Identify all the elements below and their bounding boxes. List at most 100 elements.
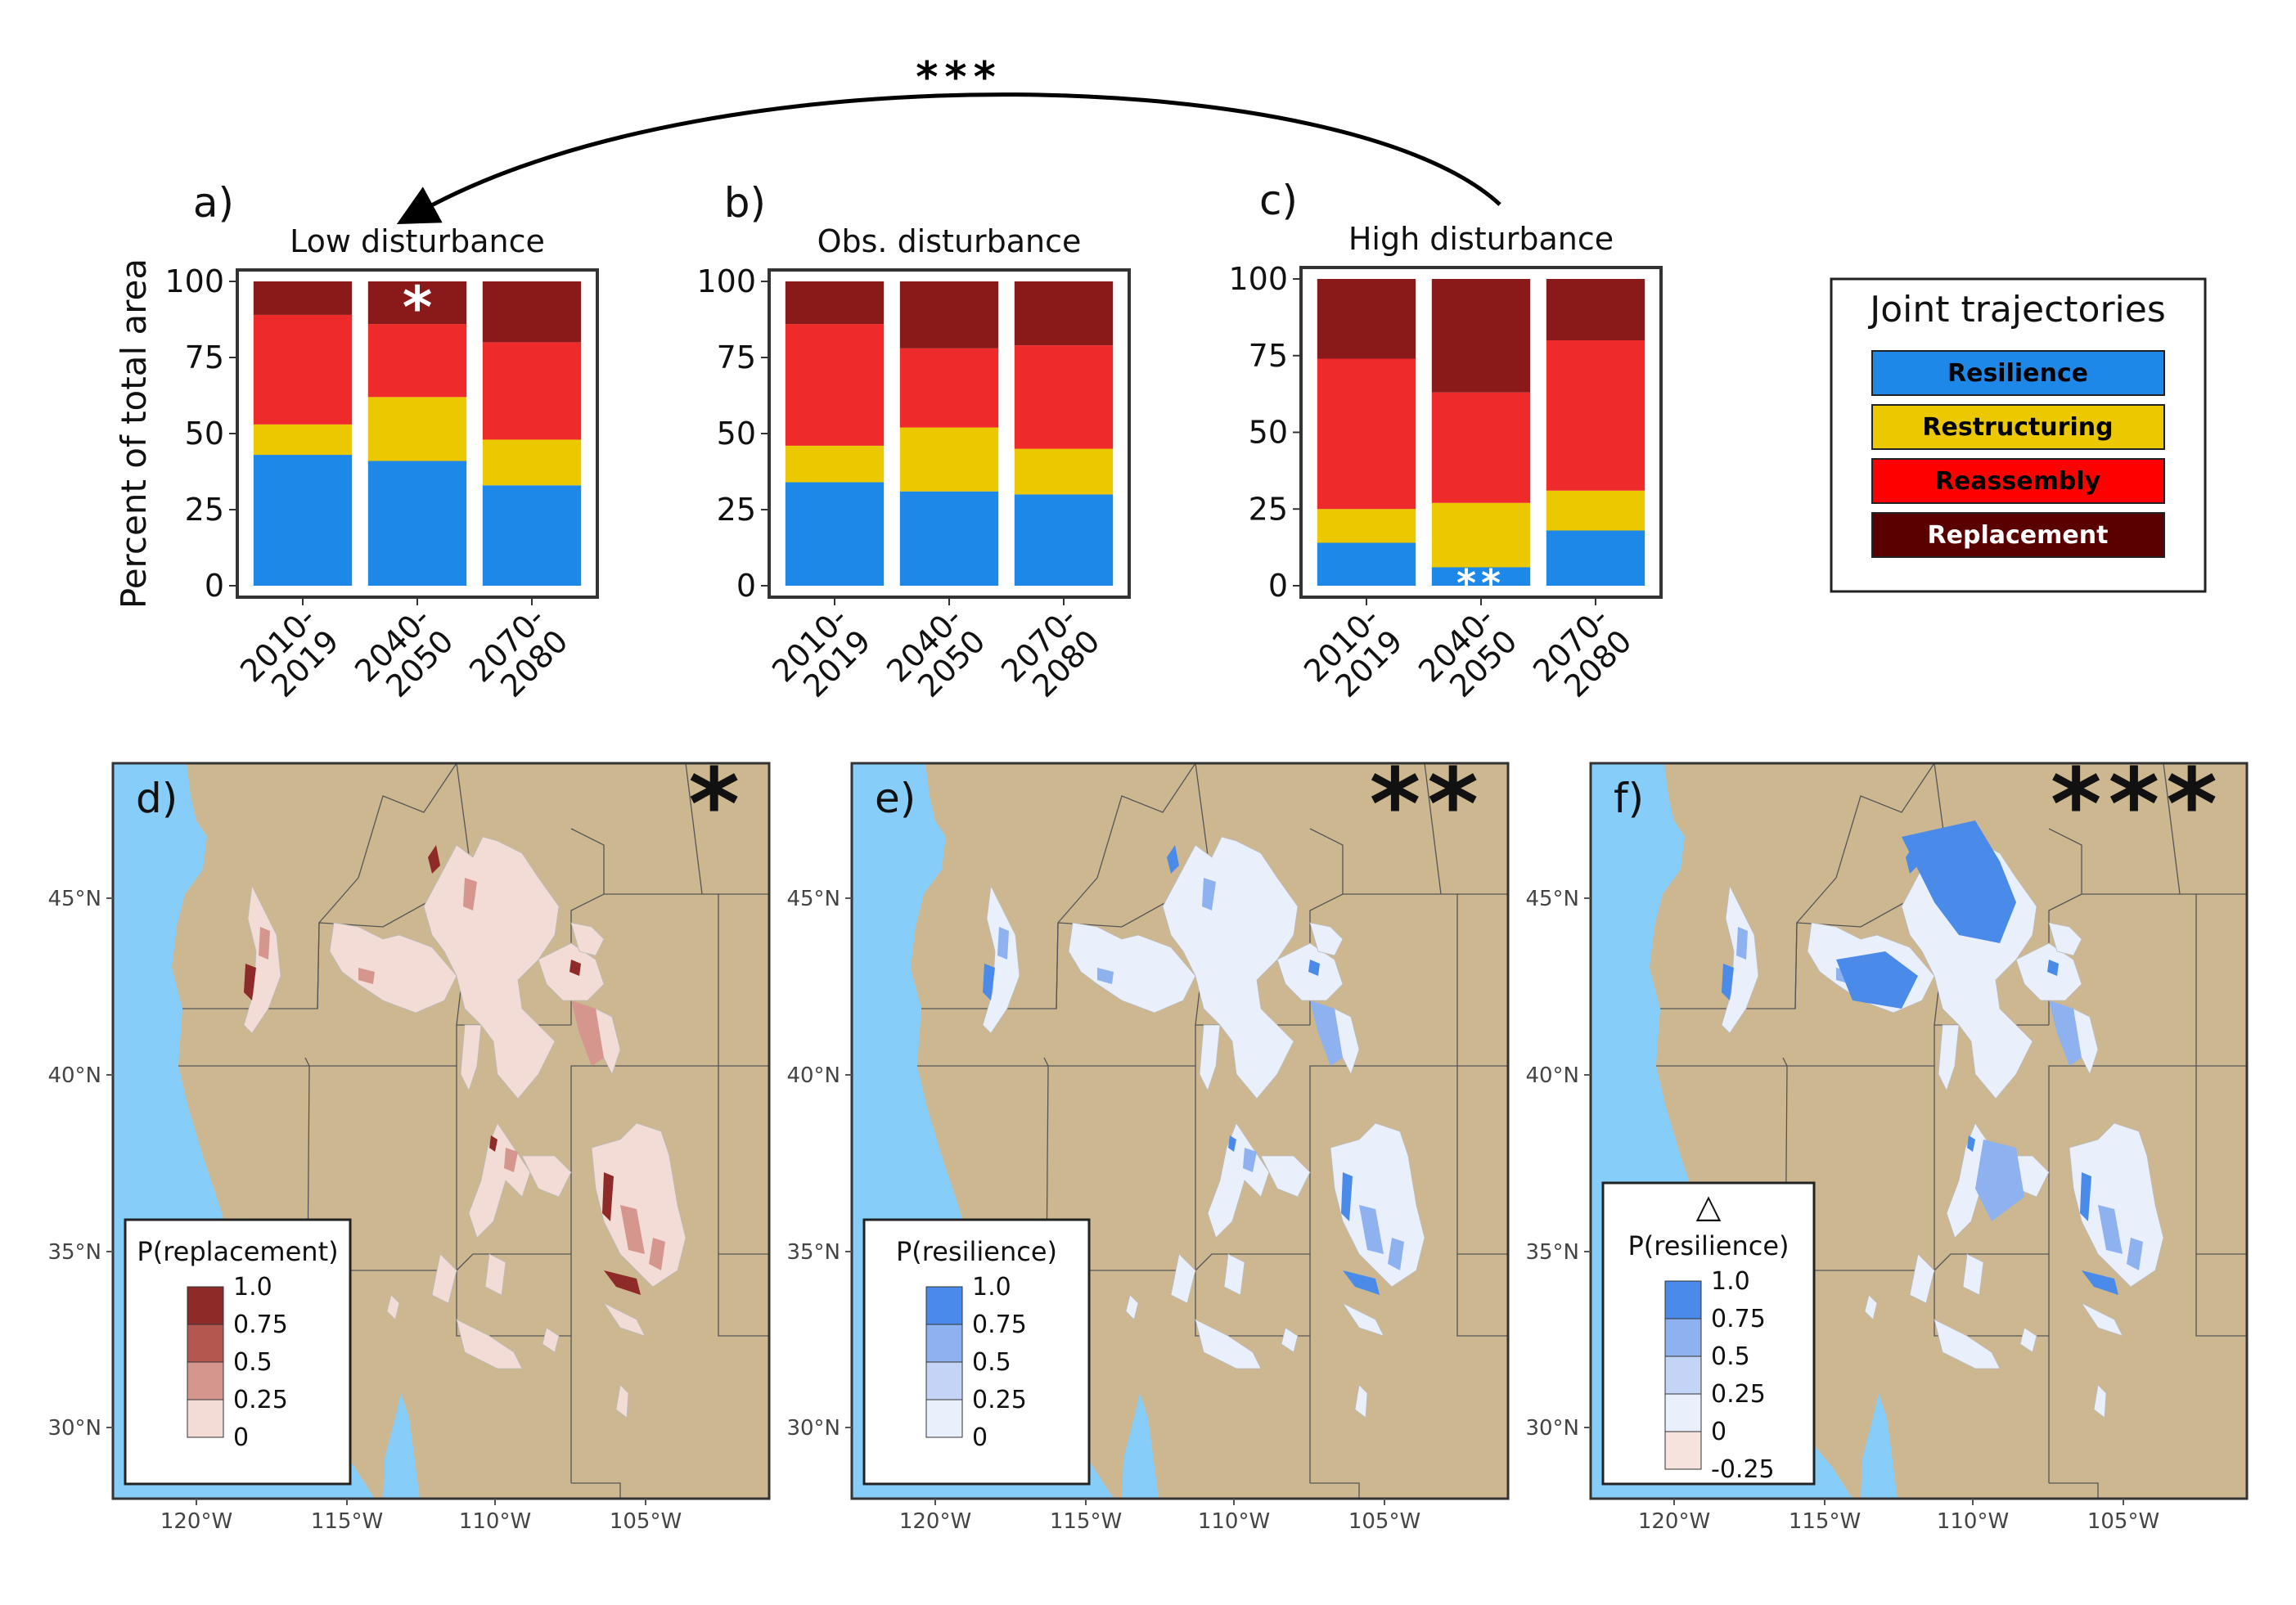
lon-label: 120°W xyxy=(1638,1509,1710,1534)
bar-segment-resilience xyxy=(253,455,353,586)
ecoregion xyxy=(2093,1384,2107,1418)
ecoregion xyxy=(2019,1327,2037,1353)
lat-label: 45°N xyxy=(47,887,101,911)
map-legend-label: 0.25 xyxy=(233,1386,288,1414)
bar-segment-reassembly xyxy=(899,348,999,428)
ecoregion-mid xyxy=(571,1000,604,1066)
ecoregion-high xyxy=(428,845,440,874)
map-legend-label: 0.5 xyxy=(972,1348,1011,1377)
map-legend-swatch xyxy=(187,1286,224,1325)
bar-segment-restructuring xyxy=(785,445,885,483)
bar-segment-resilience xyxy=(785,482,885,586)
legend-label-replacement: Replacement xyxy=(1928,521,2109,550)
map-legend-swatch xyxy=(187,1399,224,1438)
state-boundary xyxy=(1096,763,1196,879)
ecoregion-mid xyxy=(1202,878,1216,910)
panel-letter: a) xyxy=(193,179,234,227)
y-tick-label: 75 xyxy=(185,339,224,375)
bar-segment-reassembly xyxy=(1431,392,1531,503)
map-legend-label: 1.0 xyxy=(972,1273,1011,1302)
state-boundary xyxy=(358,763,457,879)
state-boundary xyxy=(1310,1482,1360,1499)
ecoregion xyxy=(1309,922,1344,956)
map-legend-title: P(resilience) xyxy=(896,1236,1057,1267)
ecoregion-high xyxy=(244,964,256,1000)
map-legend-frame xyxy=(1601,1181,1816,1486)
panel-c-chart: c) High disturbance 2010-2019 2040-2050 2070… xyxy=(1228,177,1663,712)
state-boundary xyxy=(571,1482,621,1499)
lat-label: 30°N xyxy=(47,1416,101,1441)
lat-label: 30°N xyxy=(786,1416,840,1441)
state-boundary xyxy=(1934,1270,2050,1483)
bar-segment-restructuring xyxy=(1431,502,1531,568)
ecoregion-mid xyxy=(649,1238,665,1270)
ecoregion xyxy=(1260,1155,1311,1198)
ecoregion xyxy=(1341,1302,1384,1337)
map-panel-letter: f) xyxy=(1614,775,1644,822)
bar-segment-reassembly xyxy=(1014,345,1114,449)
lon-label: 120°W xyxy=(160,1509,232,1534)
y-tick-label: 25 xyxy=(185,492,224,528)
ecoregion xyxy=(1962,1253,1984,1296)
state-boundary xyxy=(1195,1270,1311,1483)
ecoregion-high xyxy=(604,1270,641,1295)
bar-segment-resilience xyxy=(899,491,999,586)
ecoregion-high xyxy=(1167,845,1179,874)
ecoregion xyxy=(1162,836,1299,1099)
ecoregion-mid xyxy=(2049,1000,2082,1066)
map-content xyxy=(1591,763,2247,1499)
map-legend-title: P(resilience) xyxy=(1628,1230,1790,1261)
y-tick-label: 50 xyxy=(185,416,224,452)
ecoregion-mid xyxy=(1359,1205,1384,1254)
ecoregion xyxy=(1170,1253,1196,1304)
lat-label: 30°N xyxy=(1525,1416,1579,1441)
x-tick-label: 2070-2080 xyxy=(1526,600,1638,712)
lon-label: 110°W xyxy=(1198,1509,1270,1534)
ecoregion xyxy=(615,1384,629,1418)
trajectory-legend: Joint trajectories Resilience Restructuri… xyxy=(1830,277,2207,593)
legend-swatch-restructuring xyxy=(1871,404,2165,450)
map-significance-stars: *** xyxy=(2051,749,2224,862)
legend-label-reassembly: Reassembly xyxy=(1935,467,2101,496)
map-significance-stars: ** xyxy=(1369,749,1485,862)
map-significance-stars: * xyxy=(688,749,746,862)
bar-segment-replacement xyxy=(899,281,999,348)
ecoregion xyxy=(521,1155,572,1198)
bar-segment-replacement xyxy=(482,281,582,343)
bar-segment-reassembly xyxy=(1546,340,1645,491)
map-legend-label: 0 xyxy=(233,1423,249,1452)
state-boundary xyxy=(1195,1065,1458,1271)
comparison-arrow-label: *** xyxy=(916,53,1002,102)
ecoregion-high xyxy=(1341,1172,1353,1221)
chart-title: Obs. disturbance xyxy=(817,223,1082,259)
ecoregion xyxy=(1068,922,1196,1014)
lat-label: 35°N xyxy=(786,1240,840,1265)
ecoregion xyxy=(542,1327,560,1353)
ecoregion-high xyxy=(1967,1135,1975,1152)
bar-segment-restructuring xyxy=(1546,490,1645,531)
ecoregion xyxy=(982,884,1020,1034)
ecoregion-high xyxy=(1722,964,1734,1000)
map-legend-label: 0 xyxy=(972,1423,988,1452)
ecoregion-high xyxy=(1228,1135,1236,1152)
bar-segment-reassembly xyxy=(785,324,885,446)
state-boundary xyxy=(718,1254,769,1337)
state-boundary xyxy=(456,1065,719,1271)
state-boundary xyxy=(2049,1482,2099,1499)
state-boundary xyxy=(1456,1254,1508,1337)
state-boundary xyxy=(570,828,605,894)
x-tick-label: 2040-2050 xyxy=(348,600,460,712)
ecoregion xyxy=(1354,1384,1368,1418)
bar-segment-replacement xyxy=(253,281,353,315)
lon-label: 120°W xyxy=(899,1509,971,1534)
map-legend-label: 0.25 xyxy=(1711,1380,1766,1409)
lon-label: 105°W xyxy=(1348,1509,1420,1534)
bar-segment-restructuring xyxy=(367,397,467,461)
ecoregion xyxy=(460,1024,482,1092)
bar-segment-resilience xyxy=(367,461,467,586)
state-boundary xyxy=(685,763,703,895)
map-legend-swatch xyxy=(1664,1318,1702,1357)
bar-segment-replacement xyxy=(1431,279,1531,393)
map-legend-label: 0 xyxy=(1711,1418,1727,1446)
